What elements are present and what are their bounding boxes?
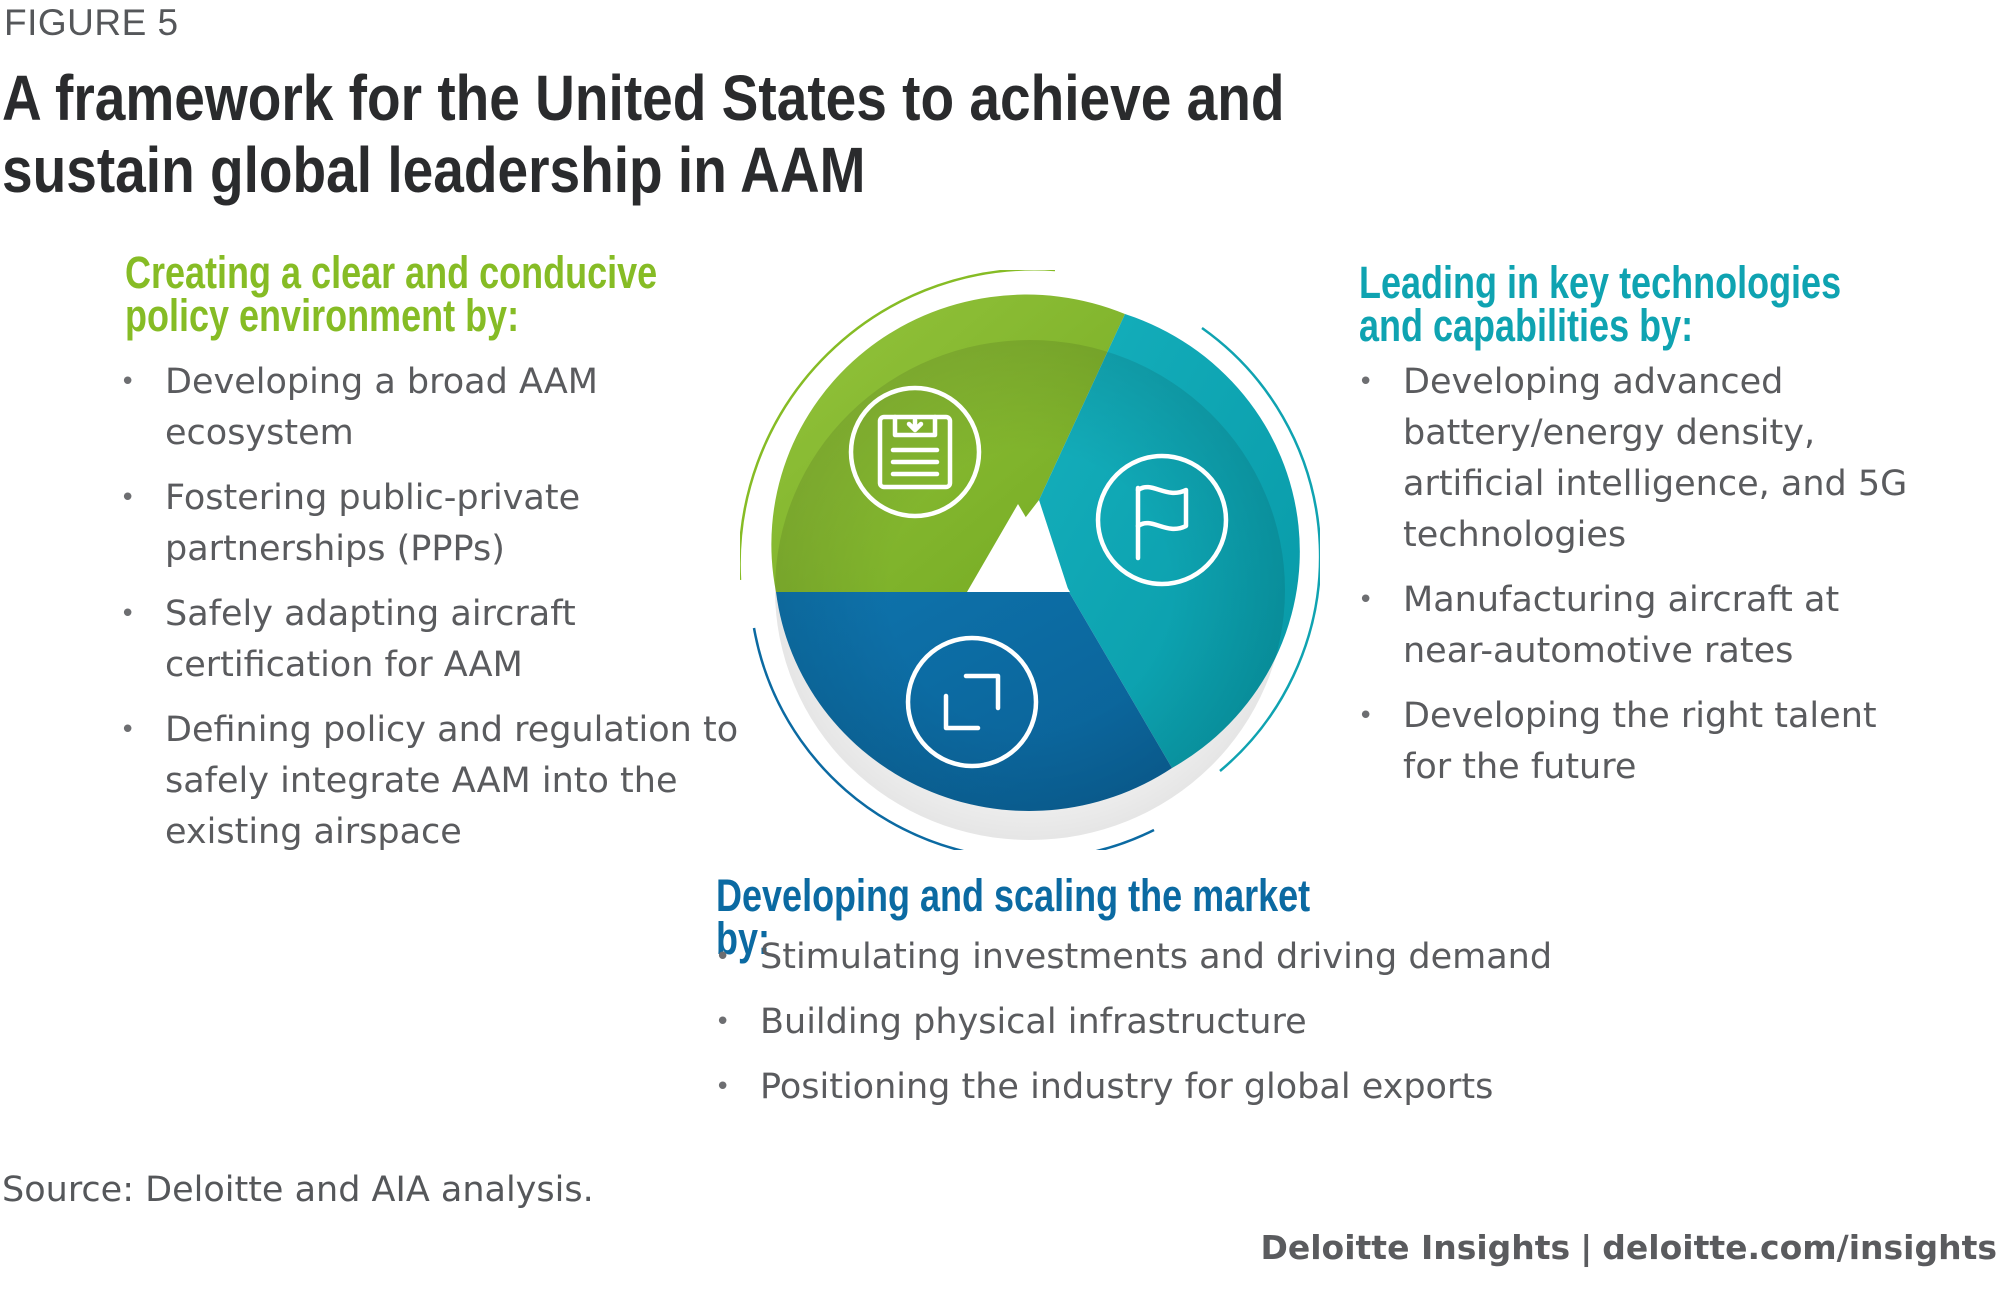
bullet-icon: • (120, 483, 136, 513)
list-item: • Fostering public-private partnerships (… (120, 473, 760, 575)
list-item-text: Developing advanced battery/energy densi… (1403, 362, 1908, 555)
list-item: • Developing the right talent for the fut… (1358, 691, 1918, 793)
list-item: • Defining policy and regulation to safel… (120, 705, 760, 858)
expand-arrows-icon (905, 635, 1039, 769)
bullet-icon: • (1358, 585, 1374, 615)
center-triangle (967, 504, 1070, 592)
market-section-heading: Developing and scaling the market by: (716, 870, 1311, 964)
bullet-icon: • (1358, 367, 1374, 397)
bullet-icon: • (120, 715, 136, 745)
policy-section-heading: Creating a clear and conducive policy en… (125, 247, 658, 341)
list-item: • Building physical infrastructure (715, 997, 1615, 1048)
framework-wheel (740, 270, 1320, 850)
list-item: • Stimulating investments and driving dem… (715, 932, 1615, 983)
policy-bullet-list: • Developing a broad AAM ecosystem • Foste… (120, 357, 760, 872)
brand-name: Deloitte Insights (1260, 1228, 1571, 1267)
list-item-text: Building physical infrastructure (760, 1002, 1307, 1042)
bullet-icon: • (120, 367, 136, 397)
credit-line: Deloitte Insights | deloitte.com/insights (1260, 1228, 1997, 1267)
technology-section-heading: Leading in key technologies and capabili… (1359, 257, 1842, 351)
document-download-icon (848, 385, 982, 519)
list-item-text: Stimulating investments and driving dema… (760, 937, 1553, 977)
source-note: Source: Deloitte and AIA analysis. (2, 1170, 594, 1210)
flag-icon (1095, 453, 1229, 587)
list-item: • Developing advanced battery/energy dens… (1358, 357, 1918, 561)
credit-separator: | (1580, 1228, 1593, 1267)
list-item-text: Fostering public-private partnerships (P… (165, 478, 581, 569)
list-item-text: Manufacturing aircraft at near-automotiv… (1403, 580, 1840, 671)
figure-title: A framework for the United States to ach… (2, 62, 1285, 206)
list-item-text: Safely adapting aircraft certification f… (165, 594, 576, 685)
bullet-icon: • (1358, 701, 1374, 731)
market-bullet-list: • Stimulating investments and driving dem… (715, 932, 1615, 1127)
list-item-text: Positioning the industry for global expo… (760, 1067, 1494, 1107)
bullet-icon: • (715, 1072, 731, 1102)
technology-bullet-list: • Developing advanced battery/energy dens… (1358, 357, 1918, 807)
list-item: • Developing a broad AAM ecosystem (120, 357, 760, 459)
bullet-icon: • (715, 1007, 731, 1037)
bullet-icon: • (120, 599, 136, 629)
list-item-text: Developing a broad AAM ecosystem (165, 362, 599, 453)
figure-label: FIGURE 5 (4, 2, 179, 43)
list-item: • Safely adapting aircraft certification … (120, 589, 760, 691)
list-item-text: Developing the right talent for the futu… (1403, 696, 1877, 787)
bullet-icon: • (715, 942, 731, 972)
list-item: • Manufacturing aircraft at near-automoti… (1358, 575, 1918, 677)
list-item-text: Defining policy and regulation to safely… (165, 710, 739, 852)
credit-url[interactable]: deloitte.com/insights (1602, 1228, 1997, 1267)
list-item: • Positioning the industry for global exp… (715, 1062, 1615, 1113)
